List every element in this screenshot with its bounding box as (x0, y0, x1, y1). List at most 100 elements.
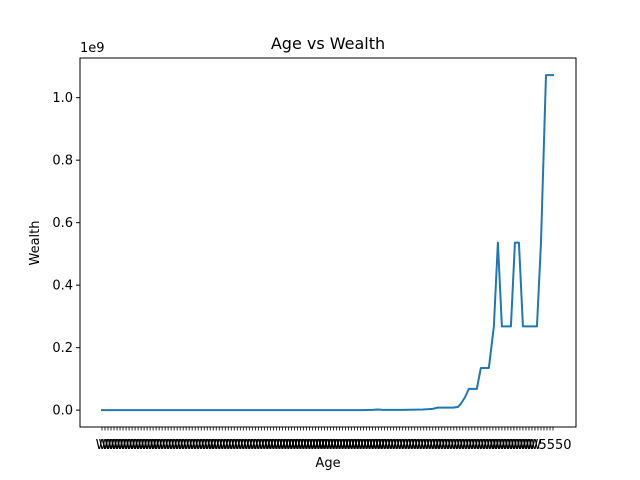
x-tick-label: W (327, 438, 340, 453)
x-tick-label: W (114, 438, 127, 453)
x-tick-label: W (195, 438, 208, 453)
x-tick-label: W (312, 438, 325, 453)
chart-title: Age vs Wealth (271, 34, 385, 53)
x-tick-label: W (495, 438, 508, 453)
x-tick-label: W (402, 438, 415, 453)
x-tick-label: W (168, 438, 181, 453)
x-tick-label: W (213, 438, 226, 453)
y-axis-ticks: 0.0 0.2 0.4 0.6 0.8 1.0 (52, 91, 80, 419)
x-tick-label: W (276, 438, 289, 453)
x-tick-label: W (336, 438, 349, 453)
x-tick-label: W (174, 438, 187, 453)
x-tick-label: W (348, 438, 361, 453)
x-tick-label: W (99, 438, 112, 453)
x-tick-label: W (429, 438, 442, 453)
x-tick-label: W (135, 438, 148, 453)
x-tick-label: W (255, 438, 268, 453)
x-tick-label: W (471, 438, 484, 453)
x-tick-label: W (390, 438, 403, 453)
x-tick-label: W (117, 438, 130, 453)
x-tick-label: W (498, 438, 511, 453)
x-tick-label: W (529, 438, 542, 453)
x-tick-label: W (237, 438, 250, 453)
x-tick-label: W (270, 438, 283, 453)
x-axis-label: Age (315, 456, 340, 471)
x-tick-label: W (120, 438, 133, 453)
x-tick-label: W (186, 438, 199, 453)
x-tick-label: W (363, 438, 376, 453)
x-tick-label: W (240, 438, 253, 453)
x-tick-label: W (183, 438, 196, 453)
x-tick-label: W (252, 438, 265, 453)
x-tick-label: W (357, 438, 370, 453)
x-tick-label: W (393, 438, 406, 453)
x-tick-label: W (246, 438, 259, 453)
x-tick-label: W (420, 438, 433, 453)
x-tick-label: W (330, 438, 343, 453)
x-tick-label: W (207, 438, 220, 453)
x-tick-label: W (438, 438, 451, 453)
y-tick-label: 0.4 (52, 279, 73, 294)
x-tick-label: W (462, 438, 475, 453)
x-tick-label: W (477, 438, 490, 453)
x-tick-label: W (198, 438, 211, 453)
x-tick-label: W (342, 438, 355, 453)
x-tick-label: W (378, 438, 391, 453)
x-tick-label: W (171, 438, 184, 453)
y-tick-label: 1.0 (52, 91, 73, 106)
x-tick-label: W (450, 438, 463, 453)
x-tick-label: W (150, 438, 163, 453)
x-tick-label: W (189, 438, 202, 453)
y-tick-label: 0.0 (52, 404, 73, 419)
x-tick-label: W (144, 438, 157, 453)
x-tick-label: W (399, 438, 412, 453)
x-tick-label: W (324, 438, 337, 453)
x-tick-label: W (129, 438, 142, 453)
x-tick-label: W (285, 438, 298, 453)
y-axis-label: Wealth (28, 220, 43, 265)
x-tick-label: W (480, 438, 493, 453)
y-tick-label: 0.2 (52, 341, 73, 356)
x-tick-label: W (453, 438, 466, 453)
x-tick-label: W (517, 438, 530, 453)
x-tick-label: W (501, 438, 514, 453)
x-tick-label: W (273, 438, 286, 453)
x-tick-label: W (504, 438, 517, 453)
x-tick-label: W (153, 438, 166, 453)
series-layer (101, 74, 554, 412)
x-tick-label: W (234, 438, 247, 453)
x-tick-label: W (219, 438, 232, 453)
x-tick-label: W (288, 438, 301, 453)
x-axis-ticks: WWWWWWWWWWWWWWWWWWWWWWWWWWWWWWWWWWWWWWWW… (96, 427, 572, 453)
x-tick-label: W (507, 438, 520, 453)
x-tick-label: W (447, 438, 460, 453)
x-tick-label: W (465, 438, 478, 453)
x-tick-label: W (216, 438, 229, 453)
x-tick-label: W (258, 438, 271, 453)
x-tick-label: W (345, 438, 358, 453)
x-tick-label: W (372, 438, 385, 453)
x-tick-label: W (210, 438, 223, 453)
x-tick-label: W (297, 438, 310, 453)
x-tick-label: W (459, 438, 472, 453)
x-tick-label: W (315, 438, 328, 453)
x-tick-label: W (483, 438, 496, 453)
x-tick-label: W (510, 438, 523, 453)
x-tick-label: W (309, 438, 322, 453)
x-tick-label-end: 5550 (538, 438, 571, 453)
x-tick-label: W (306, 438, 319, 453)
x-tick-label: W (369, 438, 382, 453)
x-tick-label: W (318, 438, 331, 453)
series-line-wealth (101, 74, 554, 412)
x-tick-label: W (396, 438, 409, 453)
x-tick-label: W (132, 438, 145, 453)
x-tick-label: W (126, 438, 139, 453)
x-tick-label: W (303, 438, 316, 453)
x-tick-label: W (354, 438, 367, 453)
x-tick-label: W (526, 438, 539, 453)
x-tick-label: W (177, 438, 190, 453)
x-tick-label: W (249, 438, 262, 453)
x-tick-label: W (468, 438, 481, 453)
x-tick-label: W (423, 438, 436, 453)
x-tick-label: W (141, 438, 154, 453)
